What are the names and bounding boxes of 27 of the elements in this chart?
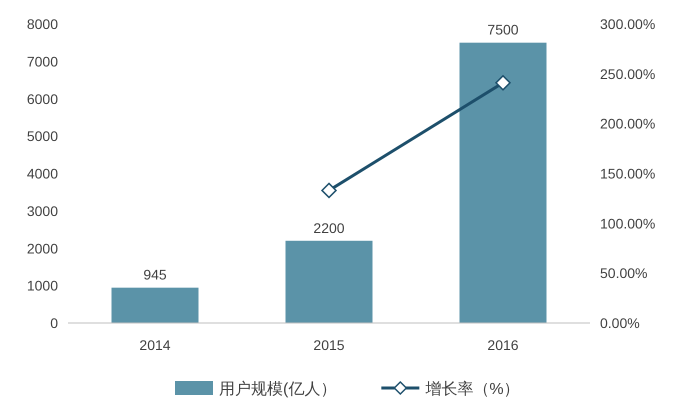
y-tick-label: 2000 [26,240,58,256]
y-tick-label: 3000 [26,202,58,219]
y-tick-label: 7000 [26,53,58,70]
x-tick-label: 2016 [487,337,519,353]
y-tick-label: 4000 [26,166,58,182]
y-tick-label: 0 [50,315,58,331]
y-tick-label: 8000 [26,16,58,32]
text: 7500 [487,22,519,38]
legend-label: 用户规模(亿人） [219,380,336,398]
bar [286,240,372,323]
y2-tick-label: 50.00% [600,265,648,282]
y-tick-label: 6000 [26,90,58,107]
legend-label: 增长率（%） [424,380,520,398]
x-tick-label: 2015 [313,337,345,353]
y2-tick-label: 150.00% [600,166,656,182]
text: 945 [143,266,167,283]
y-tick-label: 5000 [26,128,58,144]
y-tick-label: 1000 [26,278,58,294]
y2-tick-label: 200.00% [600,116,656,132]
y2-tick-label: 100.00% [600,215,656,232]
text: 2200 [313,220,345,236]
bar [112,288,198,323]
bar [460,42,546,323]
y2-tick-label: 300.00% [600,16,656,32]
x-tick-label: 2014 [139,337,171,353]
y2-tick-label: 250.00% [600,66,656,82]
y2-tick-label: 0.00% [600,315,640,331]
